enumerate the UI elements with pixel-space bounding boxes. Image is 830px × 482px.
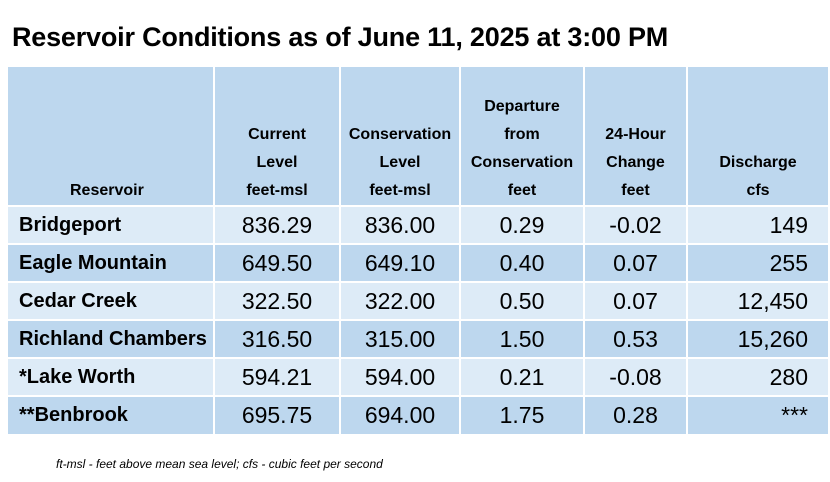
discharge-cell: 12,450: [687, 281, 828, 320]
departure-cell: 0.50: [460, 281, 585, 320]
reservoir-name: Bridgeport: [8, 205, 215, 244]
header-reservoir: Reservoir: [8, 67, 215, 206]
header-line: Conservation: [348, 126, 452, 143]
header-line: Conservation: [470, 154, 574, 171]
current-level-cell: 695.75: [214, 395, 341, 434]
table-row: Eagle Mountain 649.50 649.10 0.40 0.07 2…: [8, 243, 828, 282]
header-discharge: Discharge cfs: [687, 67, 828, 206]
conservation-level-cell: 649.10: [340, 243, 461, 282]
current-level-cell: 316.50: [214, 319, 341, 358]
conservation-level-cell: 594.00: [340, 357, 461, 396]
header-24hour-change: 24-Hour Change feet: [584, 67, 688, 206]
reservoir-name: Richland Chambers: [8, 319, 215, 358]
change-cell: -0.02: [584, 205, 688, 244]
change-cell: -0.08: [584, 357, 688, 396]
change-cell: 0.07: [584, 243, 688, 282]
departure-cell: 0.29: [460, 205, 585, 244]
header-reservoir-line: Reservoir: [70, 182, 144, 199]
table-row: **Benbrook 695.75 694.00 1.75 0.28 ***: [8, 395, 828, 434]
header-unit: feet-msl: [246, 182, 308, 199]
conservation-level-cell: 694.00: [340, 395, 461, 434]
header-unit: cfs: [746, 182, 770, 199]
current-level-cell: 322.50: [214, 281, 341, 320]
conservation-level-cell: 315.00: [340, 319, 461, 358]
change-cell: 0.07: [584, 281, 688, 320]
departure-cell: 1.75: [460, 395, 585, 434]
header-line: Discharge: [719, 154, 797, 171]
reservoir-name: **Benbrook: [8, 395, 215, 434]
current-level-cell: 649.50: [214, 243, 341, 282]
header-conservation-level: Conservation Level feet-msl: [340, 67, 461, 206]
change-cell: 0.53: [584, 319, 688, 358]
header-line: 24-Hour: [605, 126, 666, 143]
header-unit: feet: [507, 182, 537, 199]
table-row: Richland Chambers 316.50 315.00 1.50 0.5…: [8, 319, 828, 358]
departure-cell: 1.50: [460, 319, 585, 358]
conservation-level-cell: 836.00: [340, 205, 461, 244]
departure-cell: 0.40: [460, 243, 585, 282]
header-line: from: [504, 126, 540, 143]
header-unit: feet: [621, 182, 650, 199]
reservoir-table: Reservoir Current Level feet-msl Conserv…: [8, 67, 828, 434]
header-line: Level: [256, 154, 298, 171]
departure-cell: 0.21: [460, 357, 585, 396]
reservoir-name: *Lake Worth: [8, 357, 215, 396]
reservoir-name: Eagle Mountain: [8, 243, 215, 282]
discharge-cell: 15,260: [687, 319, 828, 358]
current-level-cell: 594.21: [214, 357, 341, 396]
header-row: Reservoir Current Level feet-msl Conserv…: [8, 67, 828, 206]
change-cell: 0.28: [584, 395, 688, 434]
table-row: *Lake Worth 594.21 594.00 0.21 -0.08 280: [8, 357, 828, 396]
header-line: Level: [379, 154, 421, 171]
header-current-level: Current Level feet-msl: [214, 67, 341, 206]
header-departure: Departure from Conservation feet: [460, 67, 585, 206]
discharge-cell: 280: [687, 357, 828, 396]
footnote: ft-msl - feet above mean sea level; cfs …: [56, 457, 383, 471]
table-row: Bridgeport 836.29 836.00 0.29 -0.02 149: [8, 205, 828, 244]
header-unit: feet-msl: [369, 182, 431, 199]
discharge-cell: ***: [687, 395, 828, 434]
conservation-level-cell: 322.00: [340, 281, 461, 320]
discharge-cell: 255: [687, 243, 828, 282]
header-line: Change: [606, 154, 665, 171]
header-line: Current: [248, 126, 306, 143]
table-row: Cedar Creek 322.50 322.00 0.50 0.07 12,4…: [8, 281, 828, 320]
header-line: Departure: [484, 98, 560, 115]
reservoir-name: Cedar Creek: [8, 281, 215, 320]
page-title: Reservoir Conditions as of June 11, 2025…: [12, 22, 669, 52]
discharge-cell: 149: [687, 205, 828, 244]
current-level-cell: 836.29: [214, 205, 341, 244]
